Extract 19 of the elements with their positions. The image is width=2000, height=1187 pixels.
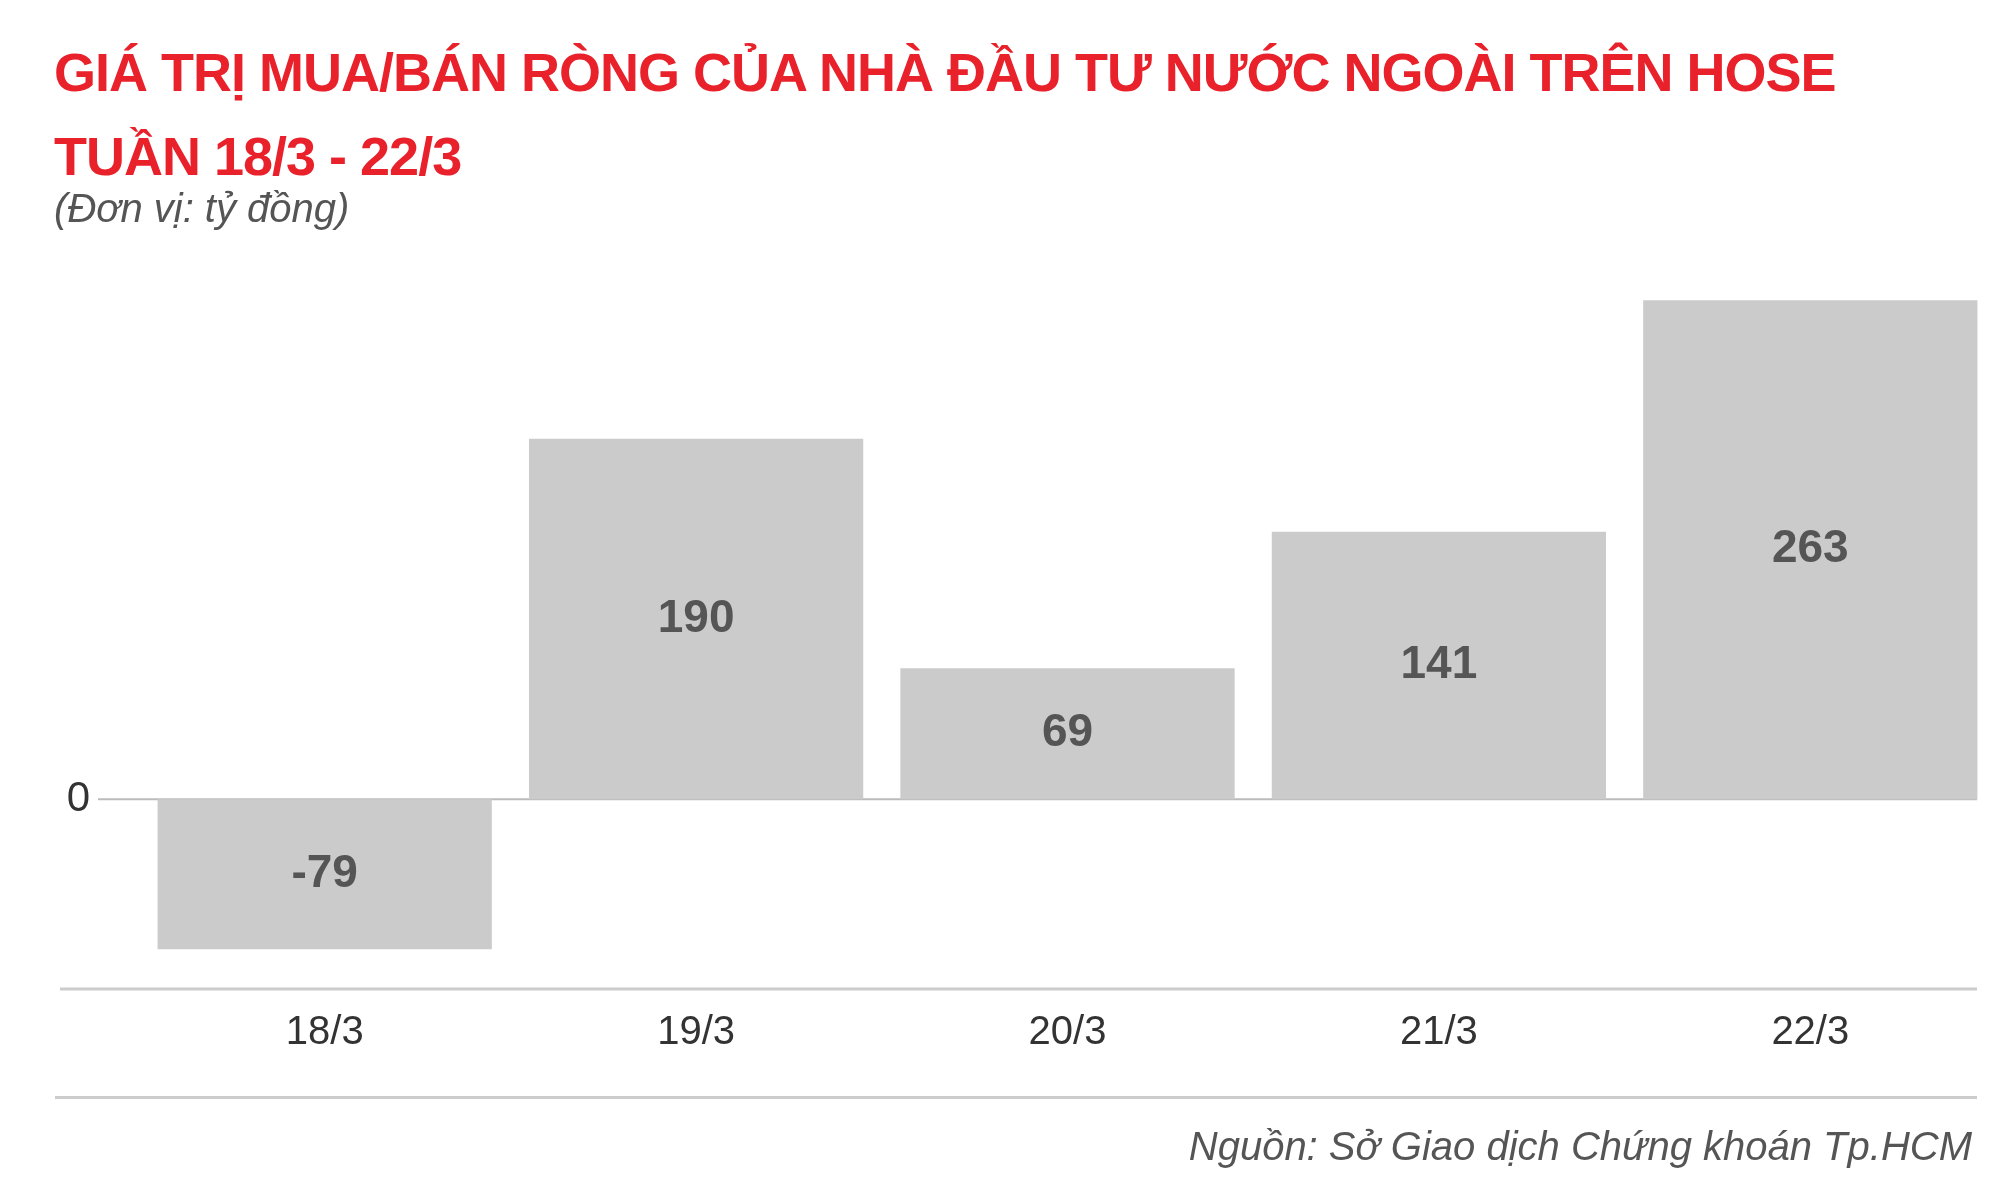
data-label: 141 [1400, 636, 1478, 689]
x-tick-label: 18/3 [285, 1008, 364, 1053]
bar [1643, 300, 1978, 800]
chart-title: GIÁ TRỊ MUA/BÁN RÒNG CỦA NHÀ ĐẦU TƯ NƯỚC NGOÀI TRÊN HOSE TUẦN 18/3 - 22/3 [54, 41, 1837, 188]
data-label: 69 [1041, 704, 1094, 757]
x-tick-label: 20/3 [1028, 1008, 1107, 1053]
data-label: -79 [291, 844, 358, 897]
x-tick-label: 19/3 [657, 1008, 736, 1053]
x-tick-label: 22/3 [1771, 1008, 1850, 1053]
bar [900, 668, 1235, 800]
data-label: 190 [657, 589, 735, 642]
bar [1271, 531, 1607, 800]
ref-line-label: 0 [66, 772, 90, 820]
bar [528, 438, 864, 800]
data-label: 263 [1771, 520, 1849, 573]
bar [157, 799, 492, 950]
text: Nguồn: Sở Giao dịch Chứng khoán Tp.HCM [1188, 1124, 1972, 1169]
chart-subtitle: (Đơn vị: tỷ đồng) [54, 186, 350, 231]
x-tick-label: 21/3 [1399, 1008, 1478, 1053]
